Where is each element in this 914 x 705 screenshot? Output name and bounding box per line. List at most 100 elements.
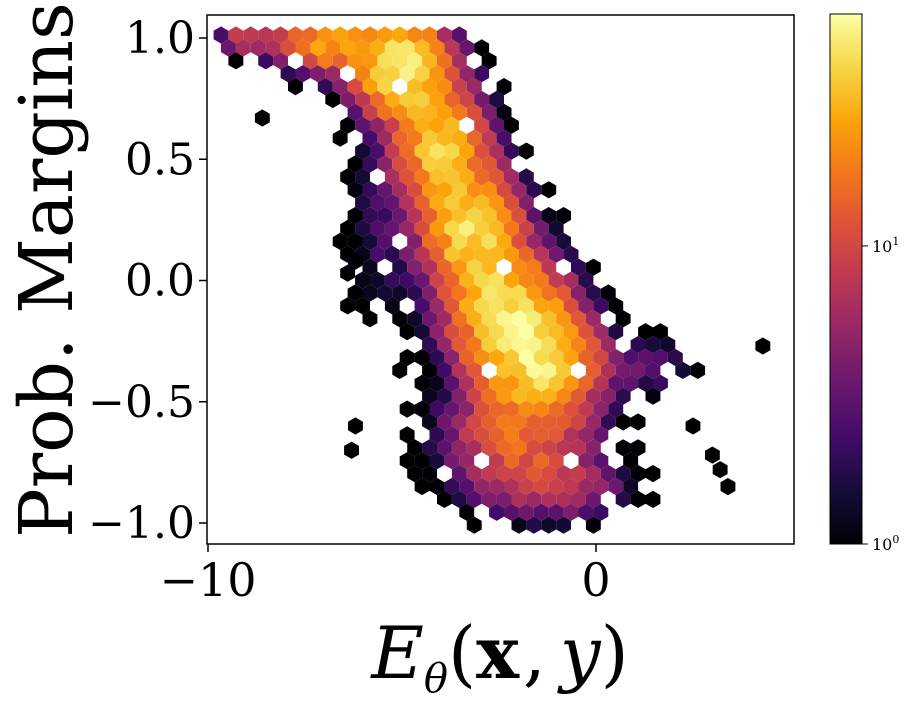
hex-bin	[667, 348, 683, 367]
hex-bin	[645, 490, 661, 508]
hex-bin	[556, 232, 571, 250]
hex-bin	[429, 374, 445, 392]
hex-bin	[548, 245, 564, 263]
hex-bin	[444, 65, 460, 83]
hex-bin	[489, 245, 504, 263]
hex-bin	[578, 503, 594, 521]
hex-bin	[496, 155, 512, 173]
hex-bin	[451, 258, 467, 276]
hex-bin	[459, 168, 475, 186]
hex-bin	[548, 452, 564, 470]
hex-bin	[571, 336, 586, 354]
hex-bin	[451, 26, 467, 44]
hex-bin	[653, 374, 668, 392]
hex-bin	[615, 310, 631, 328]
hex-bin	[414, 297, 430, 315]
hex-bin	[518, 374, 534, 392]
hex-bin	[548, 323, 564, 341]
hex-bin	[518, 400, 534, 418]
hex-bin	[459, 477, 475, 496]
hex-bin	[466, 439, 482, 457]
hex-bin	[377, 232, 393, 250]
hex-bin	[444, 194, 460, 212]
hex-bin	[533, 219, 549, 238]
hex-bin	[511, 413, 527, 431]
hex-bin	[541, 465, 557, 483]
hex-bin	[273, 52, 288, 70]
hex-bin	[340, 219, 356, 238]
hex-bin	[399, 426, 415, 444]
hex-bin	[377, 103, 393, 121]
hex-bin	[444, 297, 460, 315]
hex-bin	[593, 400, 609, 418]
hex-bin	[548, 219, 564, 238]
hex-bin	[310, 39, 326, 57]
x-axis-title: Eθ(x, y)	[369, 610, 628, 702]
hex-bin	[295, 39, 311, 57]
hex-bin	[585, 310, 601, 328]
hex-bin	[265, 39, 281, 57]
hex-bin	[496, 181, 512, 199]
hex-bin	[481, 52, 497, 70]
hex-bin	[518, 297, 534, 315]
hex-bin	[615, 490, 631, 508]
hex-bin	[638, 348, 653, 367]
hex-bin	[310, 65, 326, 83]
hex-bin	[437, 181, 452, 199]
y-tick-label: −1.0	[88, 498, 195, 549]
hex-bin	[451, 284, 467, 302]
hex-bin	[437, 310, 452, 328]
hex-bin	[332, 52, 348, 70]
hex-bin	[347, 155, 363, 173]
hex-bin	[504, 323, 519, 341]
hex-bin	[280, 65, 296, 83]
y-axis-title: Prob. Margins	[4, 2, 90, 538]
hex-bin	[392, 181, 408, 199]
hex-bin	[459, 219, 475, 238]
hex-bin	[504, 348, 519, 367]
hex-bin	[489, 116, 504, 134]
hex-bin	[585, 258, 601, 276]
hex-bin	[518, 194, 534, 212]
hex-bin	[422, 129, 437, 147]
hex-bin	[235, 39, 251, 57]
hex-bin	[526, 387, 542, 405]
hex-bin	[429, 348, 445, 367]
hex-bin	[600, 336, 616, 354]
hex-bin	[407, 52, 423, 70]
hex-bin	[645, 336, 661, 354]
hex-bin	[518, 323, 534, 341]
hex-bin	[526, 413, 542, 431]
y-tick-label: 1.0	[125, 13, 195, 64]
hex-bin	[593, 374, 609, 392]
hex-bin	[474, 142, 490, 160]
hex-bin	[533, 452, 549, 470]
hex-bin	[645, 361, 661, 379]
hex-bin	[518, 271, 534, 289]
hex-bin	[511, 310, 527, 328]
hex-bin	[518, 168, 534, 186]
hex-bin	[615, 439, 631, 457]
hex-bin	[466, 129, 482, 147]
hex-bin	[578, 297, 594, 315]
hex-bin	[392, 207, 408, 225]
hex-bin	[541, 439, 557, 457]
hex-bin	[459, 426, 475, 444]
hex-bin	[466, 78, 482, 96]
hex-bin	[466, 336, 482, 354]
hex-bin	[541, 516, 557, 534]
hex-bin	[370, 245, 385, 263]
hex-bin	[504, 477, 519, 496]
hex-bin	[533, 271, 549, 289]
hex-bin	[459, 142, 475, 160]
hex-bin	[451, 310, 467, 328]
hex-bin	[571, 413, 586, 431]
hex-bin	[377, 181, 393, 199]
hex-bin	[392, 155, 408, 173]
hex-bin	[407, 439, 423, 457]
hex-bin	[504, 400, 519, 418]
hex-bin	[481, 439, 497, 457]
plot-frame	[206, 14, 795, 545]
hex-bin	[518, 219, 534, 238]
hex-bin	[533, 477, 549, 496]
